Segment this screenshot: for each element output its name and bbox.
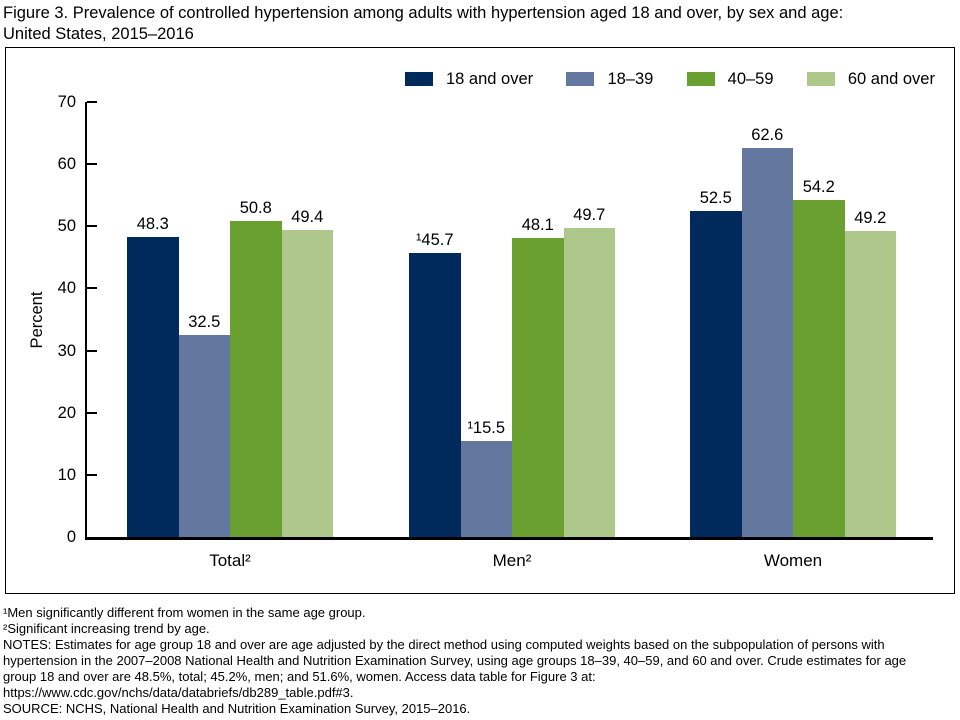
- bar-value-Total-1: 32.5: [188, 313, 221, 332]
- legend-swatch-0: [405, 72, 433, 86]
- footnote-notes-line3: group 18 and over are 48.5%, total; 45.2…: [3, 669, 596, 684]
- bar-Men-3: [563, 228, 615, 537]
- legend-item-1: 18–39: [566, 70, 653, 89]
- figure-title: Figure 3. Prevalence of controlled hyper…: [3, 3, 843, 45]
- figure-title-line2: United States, 2015–2016: [3, 25, 194, 43]
- footnote-source: SOURCE: NCHS, National Health and Nutrit…: [3, 701, 471, 716]
- y-tick-40: [87, 287, 97, 290]
- category-label-2: Women: [763, 551, 823, 570]
- bar-value-Men-0: ¹45.7: [415, 231, 454, 249]
- bar-Total-0: [127, 236, 179, 537]
- bar-Women-1: [741, 147, 793, 537]
- data-table-url: https://www.cdc.gov/nchs/data/databriefs…: [3, 685, 354, 700]
- y-tick-label-30: 30: [57, 341, 76, 360]
- y-tick-20: [87, 411, 97, 414]
- y-tick-label-70: 70: [57, 93, 76, 111]
- bar-value-Men-2: 48.1: [521, 216, 554, 235]
- legend-swatch-2: [686, 72, 715, 86]
- y-tick-50: [87, 225, 97, 228]
- y-tick-60: [87, 163, 97, 166]
- legend-label-0: 18 and over: [446, 69, 534, 88]
- bar-Women-3: [844, 231, 896, 537]
- bar-Total-1: [178, 335, 230, 537]
- legend-item-2: 40–59: [686, 69, 774, 89]
- category-label-1: Men²: [492, 551, 532, 570]
- footnotes: ¹Men significantly different from women …: [3, 605, 906, 717]
- bar-value-Women-1: 62.6: [751, 125, 784, 144]
- bar-Women-2: [793, 200, 845, 537]
- bar-Men-2: [512, 238, 564, 537]
- bar-Total-3: [281, 230, 333, 537]
- bar-value-Total-0: 48.3: [136, 214, 169, 233]
- bar-Women-0: [690, 210, 742, 537]
- y-tick-label-20: 20: [57, 403, 76, 422]
- legend-label-2: 40–59: [727, 69, 774, 88]
- legend-label-3: 60 and over: [847, 69, 935, 88]
- bar-Men-1: [460, 440, 512, 537]
- legend-item-3: 60 and over: [806, 69, 935, 89]
- y-tick-10: [87, 473, 97, 476]
- y-axis-title: Percent: [28, 291, 46, 349]
- category-label-0: Total²: [209, 551, 251, 570]
- y-tick-label-40: 40: [57, 279, 76, 298]
- bar-value-Men-1: ¹15.5: [467, 418, 506, 437]
- y-tick-label-50: 50: [57, 217, 76, 236]
- footnote-1: ¹Men significantly different from women …: [3, 605, 366, 620]
- bar-value-Women-2: 54.2: [802, 178, 835, 197]
- bar-Men-0: [409, 253, 461, 537]
- y-tick-label-10: 10: [57, 465, 76, 484]
- bar-value-Women-3: 49.2: [854, 209, 887, 228]
- bar-value-Women-0: 52.5: [699, 188, 732, 207]
- figure-title-line1: Figure 3. Prevalence of controlled hyper…: [3, 4, 844, 22]
- footnote-notes-line2: hypertension in the 2007–2008 National H…: [3, 653, 907, 668]
- y-tick-70: [87, 101, 97, 103]
- y-tick-30: [87, 349, 97, 352]
- footnote-notes-line1: NOTES: Estimates for age group 18 and ov…: [3, 637, 885, 652]
- bar-value-Men-3: 49.7: [573, 206, 606, 225]
- bar-value-Total-2: 50.8: [239, 199, 272, 218]
- legend-swatch-3: [806, 72, 835, 86]
- y-tick-label-0: 0: [66, 528, 76, 546]
- legend-label-1: 18–39: [607, 69, 654, 88]
- legend: 18 and over 18–39 40–59 60 and over: [405, 66, 935, 92]
- y-tick-label-60: 60: [57, 155, 76, 174]
- x-axis-line: [85, 537, 933, 540]
- legend-item-0: 18 and over: [405, 70, 533, 89]
- y-axis-line: [85, 102, 87, 540]
- bar-Total-2: [230, 221, 282, 537]
- legend-swatch-1: [566, 72, 595, 86]
- footnote-2: ²Significant increasing trend by age.: [3, 621, 210, 636]
- bar-value-Total-3: 49.4: [291, 208, 324, 226]
